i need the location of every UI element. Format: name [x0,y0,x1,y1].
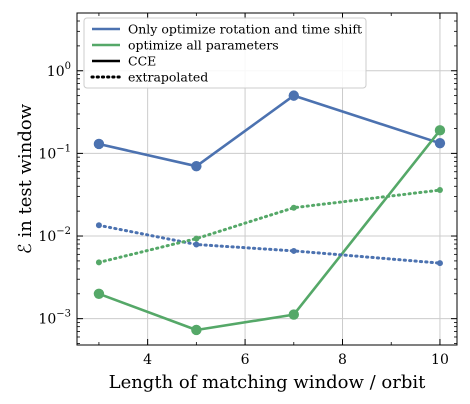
data-point [288,90,299,101]
data-point [95,222,102,229]
x-tick-label: 10 [431,352,449,368]
legend-box [83,17,367,89]
x-tick-label: 8 [338,352,347,368]
data-point [193,241,200,248]
data-point [290,247,297,254]
legend: Only optimize rotation and time shiftopt… [83,17,367,89]
legend-label: Only optimize rotation and time shift [128,22,362,37]
series-line-2 [97,223,442,265]
series-line-0 [98,94,441,168]
y-tick-label: 100 [47,61,71,80]
x-tick-label: 6 [241,352,250,368]
data-point [191,160,202,172]
legend-label: extrapolated [128,70,208,85]
series-line-3 [97,188,442,264]
data-point [436,260,443,267]
data-point [288,309,299,320]
legend-label: optimize all parameters [128,38,279,53]
plot-frame [76,12,458,346]
y-tick-label: 10−2 [38,226,71,245]
ticks: 4 6 8 10 10−3 10−2 10−1 100 [38,13,457,368]
y-axis-label: ℰ in test window [15,103,36,254]
data-point [193,235,200,242]
x-axis-label: Length of matching window / orbit [109,372,427,393]
y-tick-label: 10−3 [38,309,71,328]
series-layer [93,90,446,336]
y-tick-label: 10−1 [38,143,71,162]
legend-label: CCE [128,54,156,69]
data-point [93,288,105,299]
series-line-1 [98,129,441,332]
data-point [290,204,297,211]
data-point [191,324,202,336]
data-point [434,125,446,136]
data-point [93,138,105,150]
data-point [95,259,102,266]
data-point [434,137,446,149]
x-tick-label: 4 [143,352,152,368]
data-point [436,187,443,194]
